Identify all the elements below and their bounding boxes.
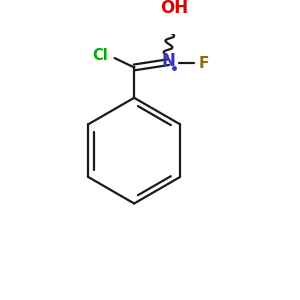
Text: N: N bbox=[162, 52, 176, 70]
Text: Cl: Cl bbox=[92, 48, 108, 63]
Text: OH: OH bbox=[160, 0, 188, 17]
Text: F: F bbox=[199, 56, 209, 71]
